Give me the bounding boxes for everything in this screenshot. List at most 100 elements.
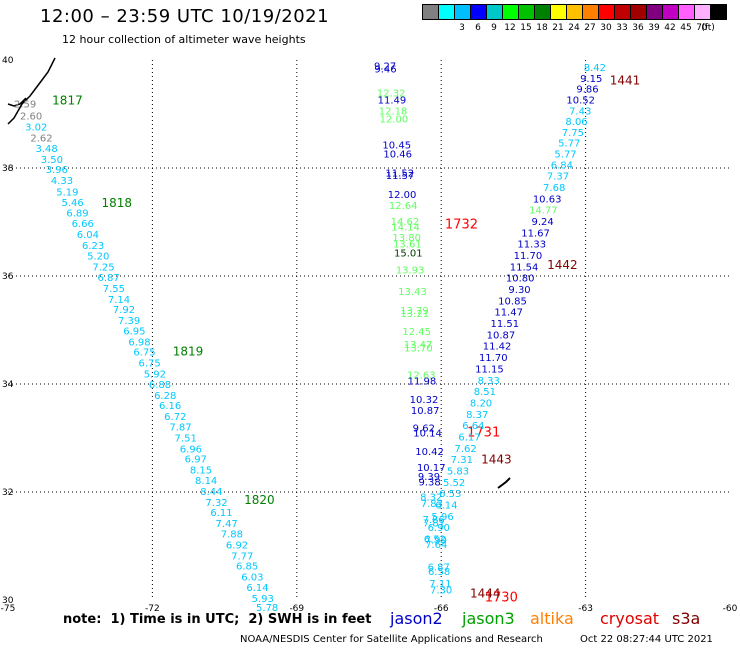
- wave-height-value: 8.06: [565, 117, 587, 128]
- wave-height-value: 10.45: [382, 140, 411, 151]
- color-legend: 3 6 9 12 15 18 21 24 27 30 33 36 39 42 45 70 (ft): [422, 4, 729, 34]
- wave-height-value: 7.30: [430, 585, 452, 596]
- legend-label: 33: [616, 23, 628, 33]
- wave-height-value: 5.77: [554, 150, 576, 161]
- wave-height-value: 6.87: [428, 563, 450, 574]
- lon-tick-label: -66: [434, 604, 449, 614]
- pass-time-label: 1443: [481, 453, 512, 467]
- wave-height-value: 6.87: [98, 273, 120, 284]
- wave-height-value: 6.75: [139, 358, 161, 369]
- wave-height-value: 12.63: [407, 370, 436, 381]
- wave-height-value: 12.32: [377, 88, 406, 99]
- lon-tick-label: -69: [289, 604, 304, 614]
- pass-time-label: 1730: [485, 590, 518, 605]
- wave-height-value: 7.39: [118, 316, 140, 327]
- wave-height-value: 11.15: [475, 364, 504, 375]
- wave-height-value: 10.17: [417, 463, 446, 474]
- legend-label: 36: [632, 23, 644, 33]
- wave-height-value: 13.43: [398, 287, 427, 298]
- wave-height-value: 9.15: [580, 74, 602, 85]
- wave-height-value: 15.01: [394, 248, 423, 259]
- wave-height-value: 5.83: [447, 466, 469, 477]
- legend-swatch: [710, 4, 727, 20]
- wave-height-value: 6.66: [72, 219, 94, 230]
- wave-height-value: 5.96: [431, 512, 453, 523]
- wave-height-value: 7.43: [569, 106, 591, 117]
- lat-tick-label: 34: [2, 380, 14, 390]
- wave-height-value: 3.02: [25, 123, 47, 134]
- pass-time-label: 1817: [52, 94, 83, 108]
- wave-height-value: 13.80: [392, 233, 421, 244]
- wave-height-value: 13.61: [393, 240, 422, 251]
- wave-height-value: 5.19: [56, 187, 78, 198]
- wave-height-value: 10.87: [411, 406, 440, 417]
- wave-height-value: 10.42: [415, 447, 444, 458]
- legend-cryosat: cryosat: [600, 609, 660, 628]
- wave-height-value: 9.86: [576, 85, 598, 96]
- pass-time-label: 1732: [445, 218, 478, 233]
- lon-tick-label: -60: [723, 604, 738, 614]
- wave-height-value: 11.70: [514, 251, 543, 262]
- wave-height-value: 9.62: [413, 423, 435, 434]
- wave-height-value: 9.30: [508, 285, 530, 296]
- wave-height-value: 7.47: [216, 519, 238, 530]
- wave-height-value: 6.03: [241, 572, 263, 583]
- wave-height-value: 7.75: [562, 128, 584, 139]
- wave-height-value: 12.64: [389, 201, 418, 212]
- lon-tick-label: -75: [1, 604, 16, 614]
- wave-height-value: 11.57: [386, 171, 415, 182]
- wave-height-value: 7.77: [231, 551, 253, 562]
- wave-height-value: 6.92: [226, 540, 248, 551]
- wave-height-value: 6.89: [66, 208, 88, 219]
- legend-label: 9: [491, 23, 497, 33]
- wave-height-value: 10.14: [413, 429, 442, 440]
- wave-height-value: 7.55: [103, 284, 125, 295]
- wave-height-value: 6.75: [133, 348, 155, 359]
- pass-time-label: 1818: [101, 196, 132, 210]
- wave-height-value: 8.42: [584, 63, 606, 74]
- wave-height-value: 11.33: [517, 240, 546, 251]
- wave-height-value: 5.78: [256, 603, 278, 614]
- wave-height-value: 8.15: [190, 465, 212, 476]
- wave-height-value: 12.45: [402, 327, 431, 338]
- map-subtitle: 12 hour collection of altimeter wave hei…: [62, 33, 306, 46]
- wave-height-value: 12.18: [379, 106, 408, 117]
- legend-label: 27: [584, 23, 596, 33]
- lat-tick-label: 32: [2, 488, 13, 498]
- wave-height-value: 6.95: [123, 327, 145, 338]
- wave-height-value: 14.14: [391, 222, 420, 233]
- wave-height-value: 6.84: [551, 160, 573, 171]
- wave-height-value: 7.51: [175, 434, 197, 445]
- wave-height-value: 10.80: [506, 274, 535, 285]
- wave-height-value: 8.32: [420, 492, 442, 503]
- wave-height-value: 7.87: [169, 423, 191, 434]
- wave-height-value: 6.14: [246, 583, 268, 594]
- wave-height-value: 6.85: [236, 562, 258, 573]
- generated-timestamp: Oct 22 08:27:44 UTC 2021: [580, 634, 713, 645]
- wave-height-value: 6.96: [180, 444, 202, 455]
- legend-unit: (ft): [701, 23, 715, 33]
- wave-height-value: 6.97: [185, 455, 207, 466]
- wave-height-value: 13.79: [400, 306, 429, 317]
- wave-height-value: 7.31: [451, 455, 473, 466]
- wave-height-value: 6.98: [128, 337, 150, 348]
- wave-height-value: 7.32: [205, 498, 227, 509]
- wave-height-value: 6.88: [149, 380, 171, 391]
- legend-s3a: s3a: [672, 609, 701, 628]
- lon-tick-label: -63: [578, 604, 593, 614]
- wave-height-value: 14.62: [391, 217, 420, 228]
- wave-height-value: 7.83: [421, 499, 443, 510]
- credit-text: NOAA/NESDIS Center for Satellite Applica…: [240, 634, 543, 645]
- wave-height-value: 8.33: [478, 376, 500, 387]
- wave-height-value: 7.14: [108, 295, 130, 306]
- wave-height-value: 7.68: [543, 183, 565, 194]
- legend-label: 6: [475, 23, 481, 33]
- legend-label: 70: [696, 23, 708, 33]
- legend-label: 42: [664, 23, 676, 33]
- legend-altika: altika: [530, 609, 574, 628]
- wave-height-value: 9.39: [418, 472, 440, 483]
- wave-height-value: 6.90: [428, 523, 450, 534]
- wave-height-value: 11.98: [408, 376, 437, 387]
- track-marker: [497, 477, 511, 489]
